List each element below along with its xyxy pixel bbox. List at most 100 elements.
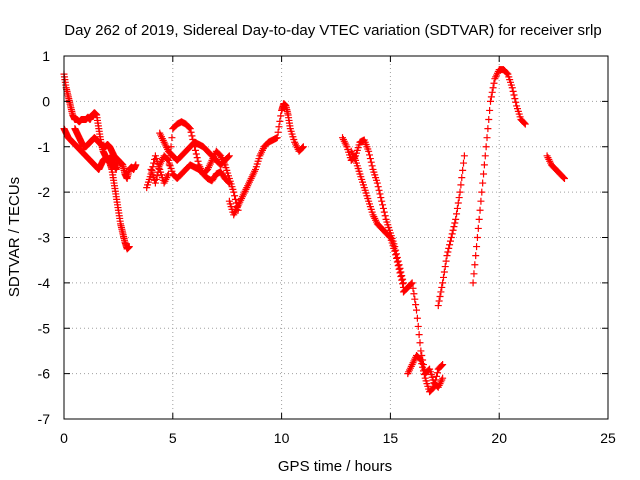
data-point (430, 383, 438, 391)
data-point (437, 288, 445, 296)
data-point (380, 208, 388, 216)
y-tick-label: -4 (38, 275, 51, 291)
data-point (432, 376, 440, 384)
data-point (446, 237, 454, 245)
data-series (147, 152, 233, 187)
y-tick-label: -6 (38, 366, 51, 382)
y-tick-label: -7 (38, 411, 51, 427)
y-tick-label: 1 (42, 48, 50, 64)
data-point (193, 154, 201, 162)
data-point (473, 234, 481, 241)
y-tick-label: 0 (42, 93, 50, 109)
data-point (225, 179, 233, 187)
data-point (469, 279, 477, 287)
data-point (455, 194, 463, 202)
data-point (483, 134, 491, 142)
data-series (71, 125, 122, 164)
y-tick-label: -3 (38, 230, 51, 246)
data-point (480, 170, 488, 178)
data-point (395, 265, 403, 273)
data-point (460, 159, 468, 167)
data-point (509, 87, 517, 95)
y-tick-label: -2 (38, 184, 51, 200)
data-point (510, 91, 518, 99)
data-point (373, 179, 381, 187)
data-point (520, 119, 528, 127)
data-point (416, 355, 424, 363)
data-point (419, 367, 427, 375)
data-series (156, 129, 233, 169)
data-point (416, 339, 424, 347)
data-point (470, 270, 478, 278)
data-point (560, 174, 568, 182)
data-point (185, 124, 193, 132)
data-point (367, 158, 375, 166)
data-point (386, 233, 394, 241)
x-tick-label: 25 (600, 430, 616, 446)
data-point (485, 116, 493, 124)
data-series (404, 351, 447, 396)
data-point (276, 117, 284, 125)
data-point (381, 212, 389, 220)
x-tick-label: 15 (383, 430, 399, 446)
data-point (274, 128, 282, 136)
data-point (443, 252, 451, 260)
data-point (168, 134, 176, 142)
data-point (275, 123, 283, 131)
data-point (413, 306, 421, 314)
data-point (439, 273, 447, 281)
data-point (225, 178, 233, 186)
data-point (480, 161, 488, 169)
data-point (194, 157, 202, 165)
data-point (393, 258, 401, 266)
data-point (453, 204, 461, 212)
data-point (445, 244, 453, 252)
data-point (392, 254, 400, 262)
data-point (459, 166, 467, 174)
data-point (164, 155, 172, 163)
data-point (299, 143, 307, 151)
data-point (410, 290, 418, 298)
data-point (486, 106, 494, 114)
data-point (417, 356, 425, 364)
data-point (392, 251, 400, 259)
data-point (560, 175, 568, 183)
data-point (511, 95, 519, 103)
data-point (375, 186, 383, 194)
data-point (186, 125, 194, 133)
data-point (473, 243, 481, 251)
data-point (435, 297, 443, 305)
data-point (415, 331, 423, 339)
data-point (460, 152, 468, 160)
x-tick-label: 0 (60, 430, 68, 446)
data-point (414, 322, 422, 330)
data-point (438, 361, 446, 369)
data-point (452, 215, 460, 223)
data-points (60, 66, 568, 396)
data-point (431, 380, 439, 388)
data-point (419, 363, 427, 371)
data-point (489, 84, 497, 92)
data-point (394, 262, 402, 270)
y-tick-label: -1 (38, 139, 51, 155)
data-point (154, 168, 162, 176)
data-point (231, 192, 239, 200)
data-point (417, 347, 425, 355)
data-point (396, 269, 404, 277)
data-point (413, 314, 421, 322)
data-point (472, 252, 480, 260)
data-series (469, 66, 529, 287)
data-point (481, 152, 489, 160)
data-point (407, 280, 415, 288)
data-point (152, 175, 160, 183)
data-point (439, 374, 447, 382)
y-axis-ticks: 1 0 -1 -2 -3 -4 -5 -6 -7 (38, 48, 608, 427)
data-series (225, 100, 307, 219)
data-point (399, 280, 407, 288)
data-point (477, 197, 485, 205)
data-point (298, 144, 306, 152)
chart-title: Day 262 of 2019, Sidereal Day-to-day VTE… (64, 22, 601, 39)
data-point (187, 128, 195, 136)
data-point (225, 153, 233, 161)
